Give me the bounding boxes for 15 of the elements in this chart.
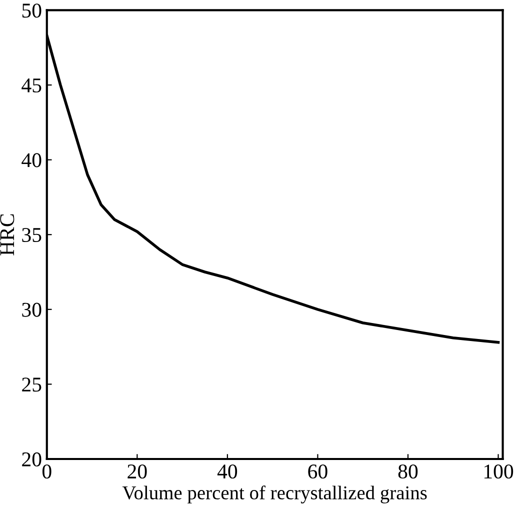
y-tick-label: 50 [22,4,42,18]
y-tick-label: 25 [22,378,42,392]
y-tick-label: 45 [22,78,42,92]
y-tick-label: 35 [22,228,42,242]
y-tick-label: 20 [22,452,42,466]
x-tick-label: 20 [128,464,147,479]
y-axis-title: HRC [0,214,14,256]
x-tick-label: 60 [308,464,328,479]
x-tick-label: 80 [398,464,418,479]
x-tick-label: 100 [484,464,514,479]
y-tick-label: 40 [22,153,42,168]
x-tick-label: 0 [42,464,52,479]
y-tick-label: 30 [22,302,42,317]
x-tick-label: 40 [217,464,238,479]
x-axis-title: Volume percent of recrystallized grains [122,486,427,504]
